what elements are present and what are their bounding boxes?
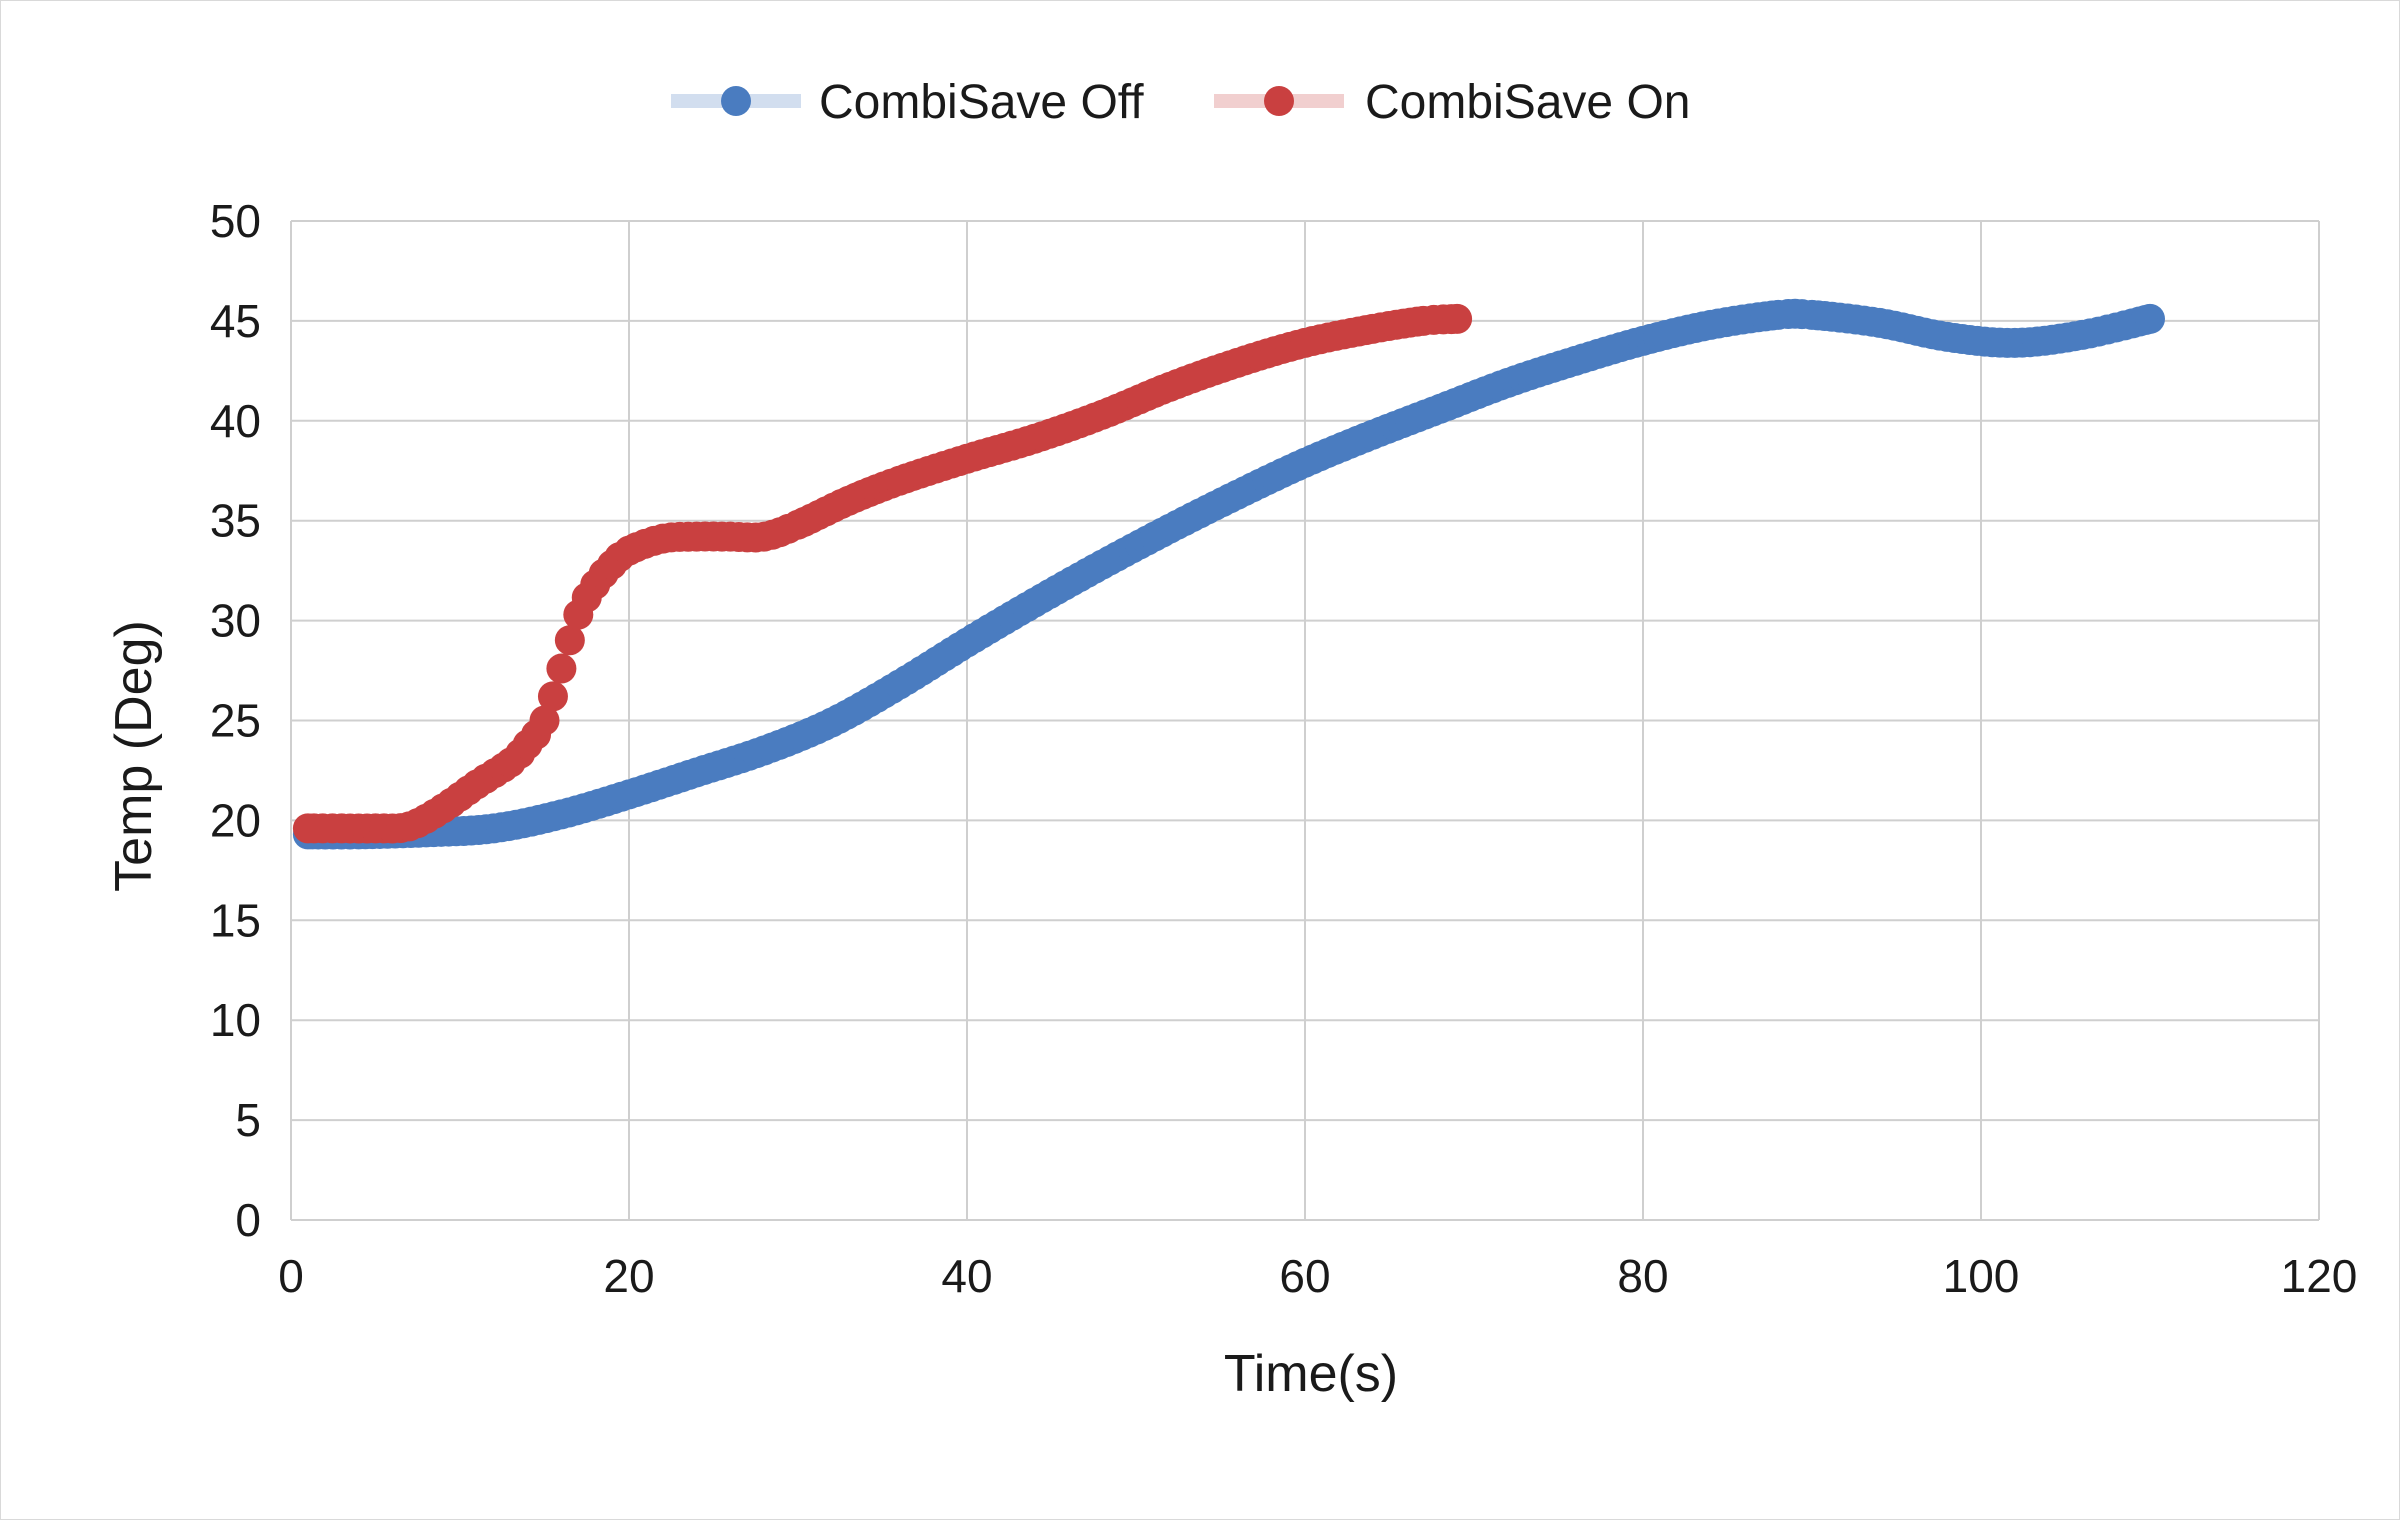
legend-entry-combisave-on: CombiSave On: [1214, 76, 1690, 129]
x-tick-label: 20: [603, 1250, 654, 1302]
x-tick-label: 40: [941, 1250, 992, 1302]
series-combisave-off: [292, 298, 2165, 850]
y-tick-label: 20: [210, 794, 261, 846]
y-tick-label: 15: [210, 894, 261, 946]
data-point: [529, 705, 560, 736]
x-tick-label: 0: [278, 1250, 304, 1302]
legend-marker-combisave-off: [721, 86, 751, 116]
y-tick-label: 25: [210, 695, 261, 747]
legend-label-combisave-off: CombiSave Off: [819, 76, 1144, 129]
y-tick-label: 5: [235, 1094, 261, 1146]
series-combisave-on: [292, 303, 1473, 844]
x-tick-label: 120: [2281, 1250, 2358, 1302]
data-point: [546, 653, 577, 684]
x-tick-label: 100: [1943, 1250, 2020, 1302]
x-tick-label: 60: [1279, 1250, 1330, 1302]
data-point: [1442, 303, 1473, 334]
y-tick-label: 10: [210, 994, 261, 1046]
legend-label-combisave-on: CombiSave On: [1365, 76, 1690, 129]
data-point: [2135, 303, 2165, 334]
y-tick-label: 30: [210, 595, 261, 647]
x-axis-title: Time(s): [1224, 1345, 1398, 1403]
legend-marker-combisave-on: [1264, 86, 1294, 116]
y-tick-label: 45: [210, 295, 261, 347]
data-point: [554, 625, 585, 656]
y-tick-label: 0: [235, 1194, 261, 1246]
y-tick-labels: 0 5 10 15 20 25 30 35 40 45 50: [210, 195, 261, 1246]
grid-layer: [290, 220, 2320, 1221]
y-tick-label: 40: [210, 395, 261, 447]
y-axis-title: Temp (Deg): [105, 620, 163, 892]
y-tick-label: 35: [210, 495, 261, 547]
y-tick-label: 50: [210, 195, 261, 247]
series-layer: [292, 298, 2165, 850]
legend: CombiSave Off CombiSave On: [671, 76, 1690, 129]
x-tick-label: 80: [1617, 1250, 1668, 1302]
x-tick-labels: 0 20 40 60 80 100 120: [278, 1250, 2357, 1302]
data-point: [537, 681, 568, 712]
legend-entry-combisave-off: CombiSave Off: [671, 76, 1144, 129]
